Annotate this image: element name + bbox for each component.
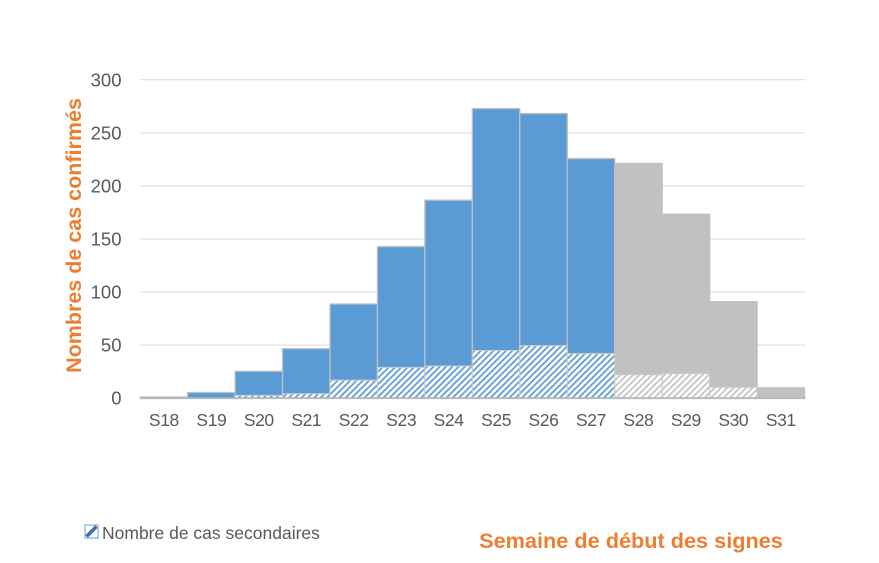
svg-text:S30: S30	[718, 410, 749, 430]
svg-text:200: 200	[91, 176, 122, 197]
svg-text:Nombre de cas secondaires: Nombre de cas secondaires	[102, 523, 320, 543]
svg-text:S23: S23	[386, 410, 416, 430]
svg-text:50: 50	[101, 335, 122, 356]
svg-text:S18: S18	[149, 410, 179, 430]
svg-text:S20: S20	[244, 410, 275, 430]
svg-text:250: 250	[91, 122, 122, 143]
svg-text:150: 150	[91, 229, 122, 250]
svg-text:S27: S27	[576, 410, 606, 430]
svg-text:S25: S25	[481, 410, 511, 430]
svg-text:100: 100	[91, 282, 122, 303]
svg-text:S29: S29	[671, 410, 701, 430]
svg-text:Semaine de début des signes: Semaine de début des signes	[479, 528, 783, 553]
svg-text:300: 300	[91, 69, 122, 90]
svg-text:0: 0	[111, 388, 121, 409]
svg-text:S31: S31	[766, 410, 796, 430]
svg-text:S26: S26	[529, 410, 559, 430]
svg-text:S24: S24	[434, 410, 465, 430]
svg-text:S28: S28	[623, 410, 653, 430]
svg-text:S22: S22	[339, 410, 369, 430]
svg-text:Nombres de cas confirmés: Nombres de cas confirmés	[62, 98, 86, 373]
svg-text:S21: S21	[291, 410, 321, 430]
svg-text:S19: S19	[196, 410, 226, 430]
